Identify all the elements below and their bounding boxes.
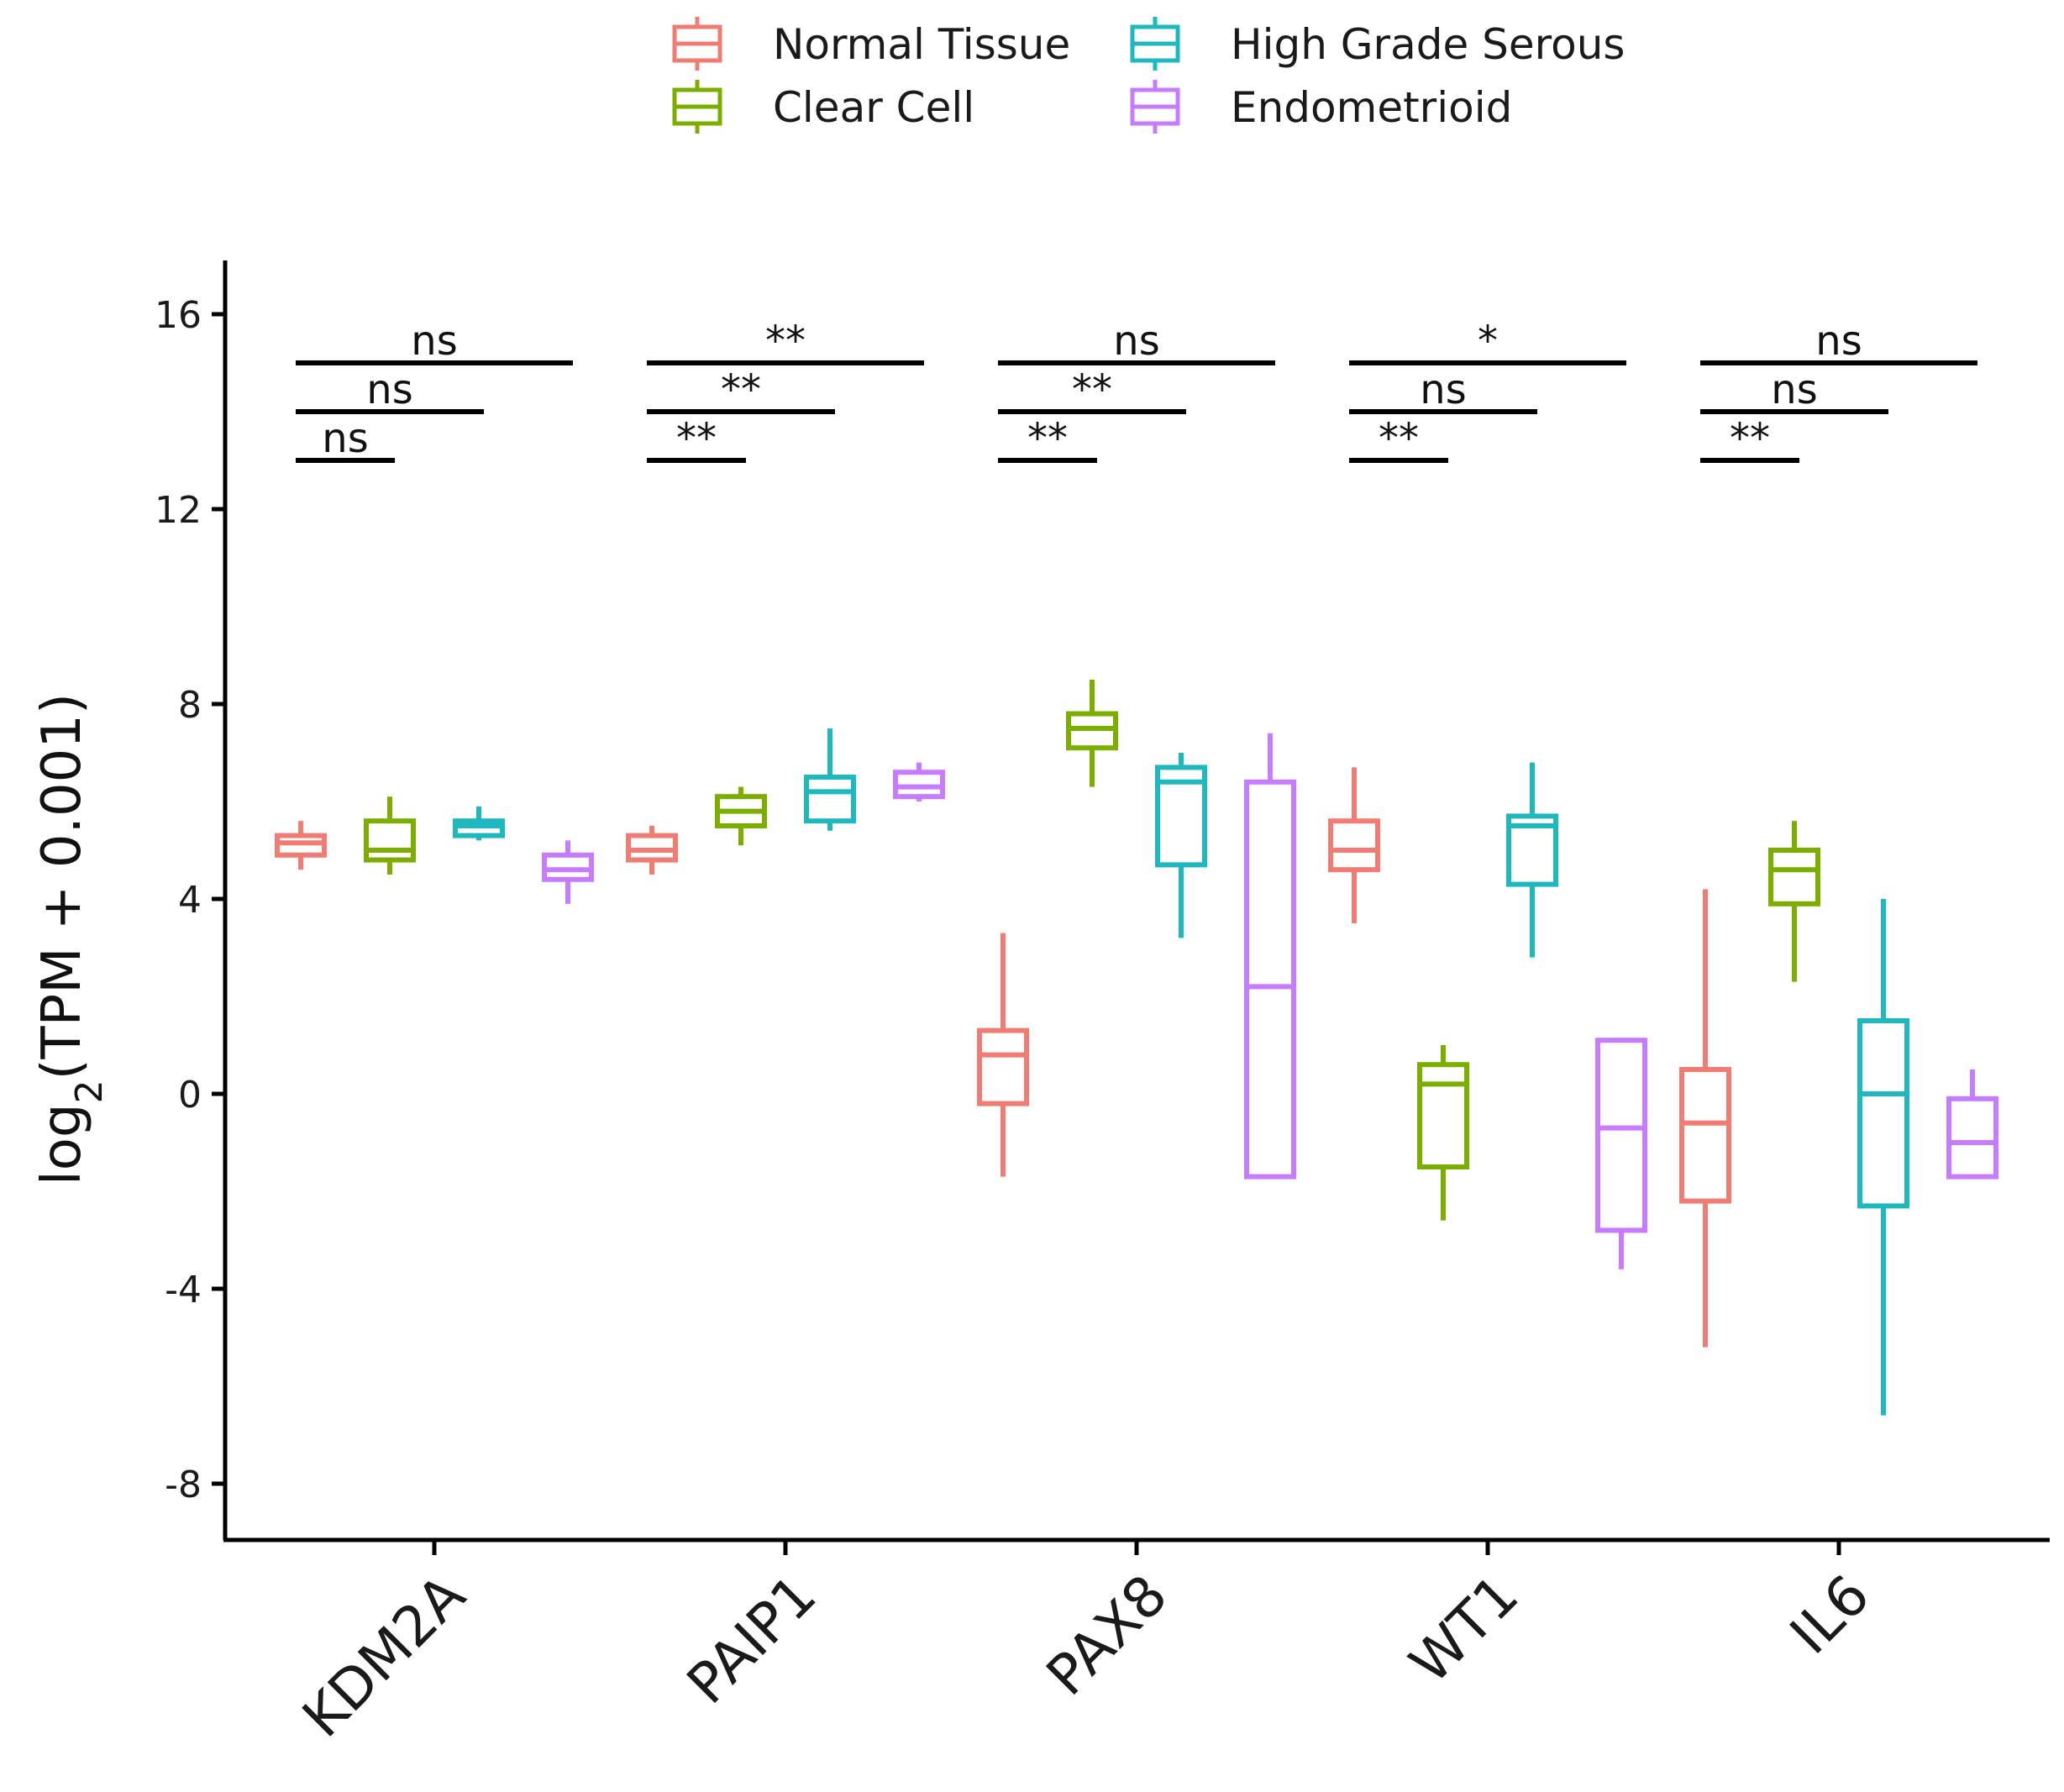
x-tick-label-paip1: PAIP1: [675, 1563, 828, 1716]
box-il6-clear-cell: [1768, 821, 1820, 982]
significance-label: ns: [1113, 318, 1159, 365]
significance-bracket: *: [1349, 318, 1626, 365]
box-kdm2a-clear-cell: [364, 796, 416, 875]
box-paip1-normal-tissue: [626, 826, 678, 875]
legend: Normal Tissue Clear Cell High Grade Serous…: [672, 17, 1625, 134]
legend-item-normal-tissue: Normal Tissue: [672, 17, 1070, 71]
y-axis-title: log2(TPM + 0.001): [31, 693, 111, 1185]
y-tick-label: 8: [178, 684, 202, 727]
significance-bracket: ns: [1700, 318, 1977, 365]
significance-bracket: ns: [1700, 366, 1888, 414]
box-pax8-high-grade-serous: [1155, 753, 1207, 938]
significance-bracket: **: [998, 415, 1097, 463]
box-paip1-high-grade-serous: [804, 728, 856, 831]
significance-label: **: [1379, 415, 1419, 462]
significance-label: **: [765, 318, 806, 365]
significance-bracket: ns: [296, 415, 395, 463]
legend-label: Clear Cell: [773, 83, 974, 132]
box-body: [1417, 1062, 1469, 1169]
significance-label: ns: [1420, 366, 1466, 413]
box-body: [977, 1027, 1029, 1106]
x-tick-label-pax8: PAX8: [1034, 1563, 1179, 1708]
box-kdm2a-normal-tissue: [275, 821, 327, 870]
box-body: [364, 818, 416, 863]
y-tick-label: -8: [165, 1464, 202, 1506]
box-body: [1679, 1067, 1731, 1204]
y-tick-label: -4: [165, 1269, 202, 1311]
significance-label: *: [1478, 318, 1498, 365]
box-body: [1595, 1038, 1647, 1233]
legend-item-clear-cell: Clear Cell: [672, 80, 974, 134]
box-wt1-high-grade-serous: [1506, 762, 1558, 958]
legend-label: Endometrioid: [1231, 83, 1512, 132]
significance-label: **: [1072, 366, 1112, 413]
y-axis-title-subscript: 2: [68, 1080, 111, 1103]
x-tick-label-kdm2a: KDM2A: [290, 1563, 477, 1750]
box-kdm2a-endometrioid: [542, 840, 594, 904]
significance-bracket: **: [998, 366, 1186, 414]
significance-bracket: **: [647, 318, 924, 365]
significance-bracket: **: [647, 415, 746, 463]
box-kdm2a-high-grade-serous: [453, 806, 505, 841]
y-tick-label: 0: [178, 1074, 202, 1117]
significance-label: **: [1027, 415, 1068, 462]
legend-item-endometrioid: Endometrioid: [1130, 80, 1512, 134]
significance-bracket: ns: [998, 318, 1275, 365]
significance-bracket: ns: [1349, 366, 1537, 414]
x-tick-label-il6: IL6: [1778, 1563, 1882, 1667]
box-wt1-endometrioid: [1595, 1038, 1647, 1269]
y-tick-label: 12: [155, 489, 202, 532]
significance-label: ns: [1815, 318, 1862, 365]
box-pax8-normal-tissue: [977, 933, 1029, 1177]
legend-label: High Grade Serous: [1231, 20, 1625, 69]
box-body: [1328, 818, 1380, 873]
box-paip1-clear-cell: [715, 786, 767, 846]
significance-bracket: **: [647, 366, 835, 414]
significance-bracket: **: [1349, 415, 1448, 463]
box-body: [1946, 1096, 1998, 1180]
box-paip1-endometrioid: [893, 762, 945, 801]
box-wt1-clear-cell: [1417, 1045, 1469, 1221]
significance-label: **: [721, 366, 761, 413]
significance-label: **: [1730, 415, 1770, 462]
box-body: [1857, 1018, 1909, 1209]
legend-label: Normal Tissue: [773, 20, 1070, 69]
box-body: [1768, 848, 1820, 907]
significance-label: **: [676, 415, 717, 462]
significance-label: ns: [322, 415, 368, 462]
box-pax8-endometrioid: [1244, 733, 1296, 1180]
significance-bracket: ns: [296, 318, 573, 365]
box-pax8-clear-cell: [1066, 680, 1118, 787]
box-wt1-normal-tissue: [1328, 767, 1380, 923]
y-tick-label: 16: [155, 294, 202, 337]
box-il6-high-grade-serous: [1857, 899, 1909, 1416]
axes: -8 -4 0 4 8 12 16 KDM2A PAIP1 PAX8 WT1 IL6: [155, 260, 2050, 1750]
y-tick-label: 4: [178, 879, 202, 922]
box-il6-normal-tissue: [1679, 889, 1731, 1348]
significance-label: ns: [1771, 366, 1817, 413]
y-axis-title-prefix: log: [31, 1103, 93, 1185]
y-axis-title-suffix: (TPM + 0.001): [31, 693, 93, 1080]
box-body: [1244, 779, 1296, 1180]
box-plots: [275, 680, 1998, 1416]
significance-label: ns: [366, 366, 412, 413]
legend-item-high-grade-serous: High Grade Serous: [1130, 17, 1625, 71]
significance-bracket: **: [1700, 415, 1799, 463]
significance-label: ns: [411, 318, 457, 365]
box-il6-endometrioid: [1946, 1069, 1998, 1180]
box-body: [804, 775, 856, 824]
significance-bracket: ns: [296, 366, 484, 414]
x-tick-label-wt1: WT1: [1398, 1563, 1531, 1696]
